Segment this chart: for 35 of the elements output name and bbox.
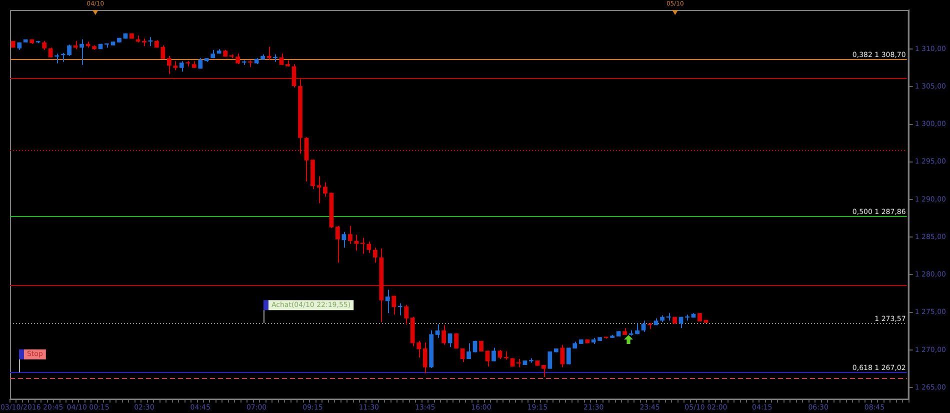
candlestick — [48, 47, 53, 58]
candlestick — [323, 182, 328, 198]
candlestick — [279, 53, 284, 66]
candlestick — [166, 55, 172, 74]
candlestick — [179, 60, 184, 72]
candlestick — [541, 364, 546, 378]
candlestick — [348, 225, 352, 244]
candlestick — [316, 176, 322, 204]
candlestick — [442, 324, 446, 346]
candlestick — [360, 237, 365, 254]
candlestick — [67, 44, 72, 56]
candlestick — [292, 64, 296, 88]
candlestick — [422, 342, 428, 374]
candlestick — [498, 349, 502, 360]
candlestick — [560, 344, 565, 368]
candlestick — [548, 350, 552, 370]
candlestick — [336, 225, 340, 264]
candlestick — [435, 324, 440, 338]
candlestick — [492, 347, 496, 362]
candlestick — [366, 241, 372, 254]
candlestick — [236, 53, 240, 65]
candlestick — [460, 348, 465, 362]
candlestick — [173, 60, 178, 71]
candlestick — [404, 304, 409, 325]
candlestick — [641, 320, 646, 332]
candlestick — [372, 247, 378, 264]
candlestick — [392, 295, 396, 316]
candlestick — [485, 350, 490, 368]
candlestick — [80, 38, 84, 66]
candlestick — [304, 136, 309, 182]
candlestick — [385, 289, 390, 314]
candlestick — [42, 40, 47, 50]
candlestick — [466, 342, 471, 360]
candlestick — [354, 234, 359, 252]
candlestick — [342, 231, 346, 248]
